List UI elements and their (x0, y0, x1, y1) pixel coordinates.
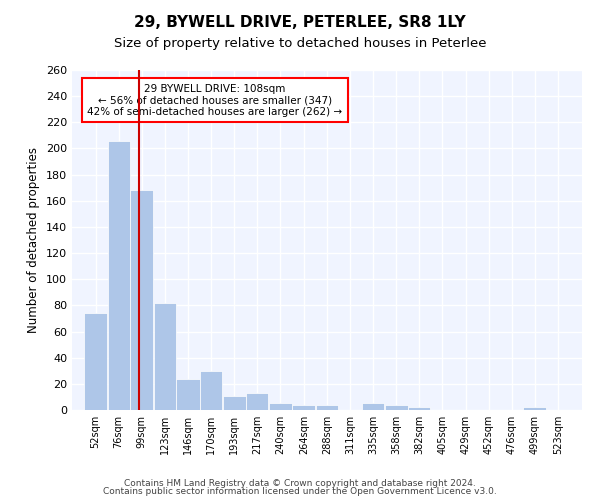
Bar (130, 190, 154, 410)
Bar (385, 405, 408, 410)
Bar (292, 405, 316, 410)
Bar (316, 405, 338, 410)
Bar (107, 140, 130, 410)
Bar (176, 378, 199, 410)
Bar (200, 371, 222, 410)
Y-axis label: Number of detached properties: Number of detached properties (28, 147, 40, 333)
Text: Contains public sector information licensed under the Open Government Licence v3: Contains public sector information licen… (103, 487, 497, 496)
Text: Size of property relative to detached houses in Peterlee: Size of property relative to detached ho… (114, 38, 486, 51)
Bar (523, 408, 547, 410)
Text: 29, BYWELL DRIVE, PETERLEE, SR8 1LY: 29, BYWELL DRIVE, PETERLEE, SR8 1LY (134, 15, 466, 30)
Bar (154, 303, 176, 410)
Bar (269, 404, 292, 410)
Bar (246, 393, 268, 410)
Bar (84, 313, 107, 410)
Bar (223, 396, 245, 410)
Text: 29 BYWELL DRIVE: 108sqm
← 56% of detached houses are smaller (347)
42% of semi-d: 29 BYWELL DRIVE: 108sqm ← 56% of detache… (87, 84, 343, 117)
Text: Contains HM Land Registry data © Crown copyright and database right 2024.: Contains HM Land Registry data © Crown c… (124, 478, 476, 488)
Bar (362, 404, 384, 410)
Bar (409, 408, 430, 410)
